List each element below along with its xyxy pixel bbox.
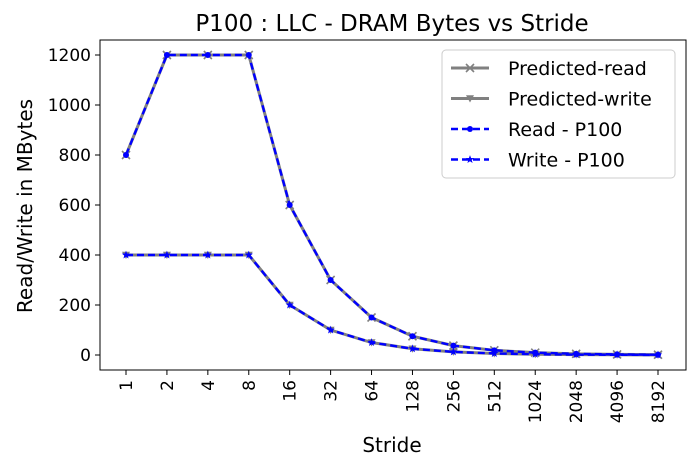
data-point (571, 350, 581, 359)
x-tick-label: 4 (199, 380, 219, 391)
data-point (245, 52, 252, 58)
data-point (449, 347, 458, 356)
data-point (121, 250, 131, 259)
data-point (327, 277, 334, 283)
y-axis-label: Read/Write in MBytes (13, 99, 37, 313)
legend-entry: Write - P100 (451, 150, 625, 172)
data-point (162, 250, 172, 259)
data-point (326, 325, 335, 334)
axis-ticks: 0 200 400 600 800 1000 1200 1 2 4 8 16 32 64 128 256 512… (48, 46, 669, 423)
data-point (490, 349, 499, 357)
data-point (285, 300, 294, 309)
x-axis-label: Stride (362, 433, 421, 457)
y-tick-label: 0 (80, 346, 91, 366)
y-tick-label: 200 (59, 296, 91, 316)
data-point (367, 338, 376, 347)
legend: Predicted-read Predicted-write Read - P100… (441, 49, 676, 179)
chart-title: P100 : LLC - DRAM Bytes vs Stride (195, 11, 588, 37)
data-point (123, 152, 129, 158)
x-tick-label: 8 (240, 380, 260, 391)
y-tick-label: 800 (59, 146, 91, 166)
y-tick-label: 600 (59, 196, 91, 216)
x-tick-label: 16 (281, 380, 301, 402)
x-tick-label: 512 (485, 380, 505, 412)
legend-box (441, 49, 676, 179)
legend-label: Write - P100 (508, 150, 625, 172)
series-predicted-write (122, 251, 662, 359)
data-point (408, 344, 417, 353)
data-point (368, 314, 375, 321)
x-tick-label: 1 (117, 380, 137, 391)
data-point (531, 349, 540, 358)
legend-entry: Read - P100 (451, 119, 622, 141)
series-write-p100 (121, 250, 663, 359)
x-tick-label: 256 (444, 380, 464, 412)
x-tick-label: 4096 (608, 380, 628, 423)
data-point (244, 250, 253, 259)
data-point (465, 63, 475, 73)
series-line (126, 253, 659, 357)
marker-stroke (465, 63, 475, 73)
y-tick-label: 1000 (48, 96, 91, 116)
data-point (163, 52, 170, 58)
data-point (203, 250, 213, 259)
plot-frame (99, 39, 687, 371)
x-tick-label: 1024 (526, 380, 546, 423)
data-point (409, 333, 416, 340)
x-tick-label: 2 (158, 380, 178, 391)
legend-label: Predicted-read (508, 58, 647, 80)
legend-entry: Predicted-write (451, 89, 652, 111)
data-point (204, 52, 211, 58)
series-line (126, 253, 659, 357)
x-tick-label: 8192 (649, 380, 669, 423)
data-point (467, 126, 473, 132)
series-layer (121, 50, 663, 360)
legend-label: Predicted-write (508, 89, 652, 111)
legend-entry: Predicted-read (451, 58, 647, 80)
data-point (450, 342, 457, 349)
x-tick-label: 32 (322, 380, 342, 402)
data-point (653, 350, 663, 359)
data-point (286, 202, 293, 208)
y-tick-label: 1200 (48, 46, 91, 66)
legend-label: Read - P100 (508, 119, 622, 141)
data-point (465, 155, 475, 164)
data-point (612, 350, 622, 359)
series-line (124, 53, 659, 356)
series-read-p100 (123, 52, 661, 358)
x-tick-label: 128 (403, 380, 423, 412)
x-tick-label: 64 (363, 380, 383, 402)
y-tick-label: 400 (59, 246, 91, 266)
x-tick-label: 2048 (567, 380, 587, 423)
data-point (466, 95, 474, 103)
